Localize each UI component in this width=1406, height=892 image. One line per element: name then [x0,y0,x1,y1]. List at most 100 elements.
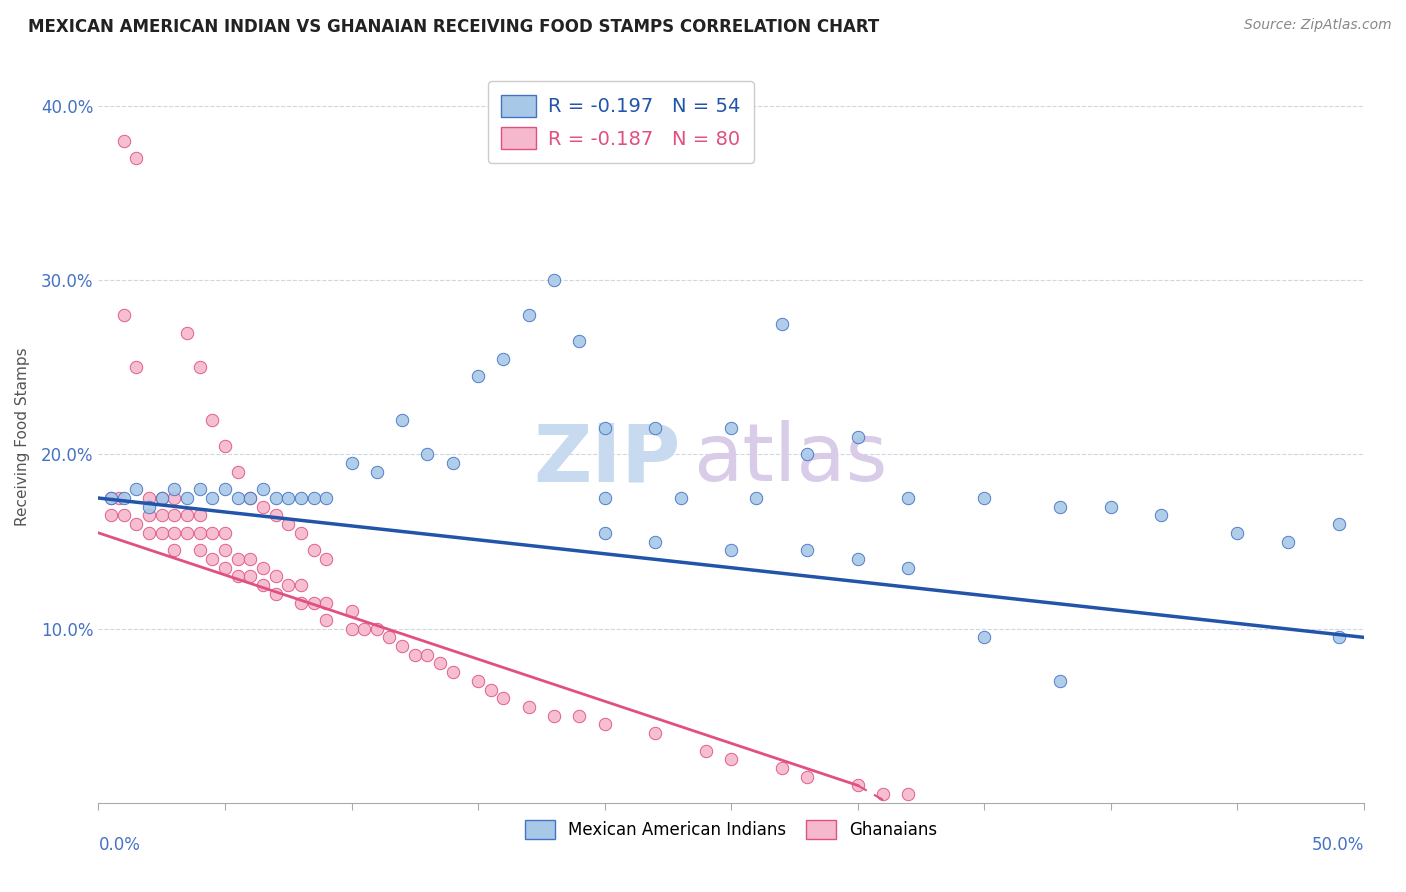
Point [150,491,173,505]
Point [100,508,122,523]
Point [492,351,515,366]
Point [125,360,148,375]
Point [441,456,464,470]
Point [239,552,262,566]
Point [897,787,920,801]
Point [416,448,439,462]
Point [163,483,186,497]
Point [226,569,249,583]
Point [100,491,122,505]
Point [353,622,375,636]
Point [517,308,540,322]
Point [796,770,818,784]
Text: 50.0%: 50.0% [1312,836,1364,854]
Point [252,560,274,574]
Point [1099,500,1122,514]
Point [644,534,666,549]
Point [277,491,299,505]
Point [176,491,198,505]
Point [188,525,211,540]
Point [277,578,299,592]
Point [290,578,312,592]
Point [112,508,135,523]
Point [568,708,591,723]
Point [315,595,337,609]
Point [1049,673,1071,688]
Point [201,412,224,426]
Point [644,726,666,740]
Point [264,569,287,583]
Point [416,648,439,662]
Point [239,491,262,505]
Point [188,508,211,523]
Point [644,421,666,435]
Point [391,412,413,426]
Point [378,631,401,645]
Point [277,517,299,532]
Point [112,491,135,505]
Y-axis label: Receiving Food Stamps: Receiving Food Stamps [15,348,30,526]
Point [340,622,363,636]
Point [973,491,995,505]
Point [125,152,148,166]
Point [264,491,287,505]
Point [897,491,920,505]
Point [593,421,616,435]
Point [150,508,173,523]
Point [188,483,211,497]
Point [404,648,426,662]
Text: ZIP: ZIP [533,420,681,498]
Point [467,369,489,384]
Point [467,673,489,688]
Point [302,543,325,558]
Point [252,578,274,592]
Point [138,500,160,514]
Point [517,700,540,714]
Point [214,525,236,540]
Point [188,543,211,558]
Point [1049,500,1071,514]
Point [100,491,122,505]
Point [226,465,249,479]
Point [201,552,224,566]
Point [150,491,173,505]
Point [846,778,869,792]
Point [973,631,995,645]
Point [125,483,148,497]
Point [188,360,211,375]
Point [290,595,312,609]
Point [872,787,894,801]
Point [214,560,236,574]
Point [770,317,793,331]
Point [897,560,920,574]
Point [1277,534,1299,549]
Point [479,682,502,697]
Point [201,491,224,505]
Point [176,508,198,523]
Point [669,491,692,505]
Point [1327,631,1350,645]
Point [214,483,236,497]
Point [302,491,325,505]
Point [745,491,768,505]
Point [315,613,337,627]
Point [290,491,312,505]
Point [252,500,274,514]
Point [593,491,616,505]
Point [264,508,287,523]
Point [770,761,793,775]
Point [264,587,287,601]
Point [176,525,198,540]
Text: Source: ZipAtlas.com: Source: ZipAtlas.com [1244,18,1392,32]
Point [568,334,591,349]
Point [340,604,363,618]
Point [150,525,173,540]
Point [796,448,818,462]
Point [340,456,363,470]
Point [366,465,388,479]
Point [720,752,742,766]
Point [315,491,337,505]
Point [138,491,160,505]
Point [214,543,236,558]
Point [138,508,160,523]
